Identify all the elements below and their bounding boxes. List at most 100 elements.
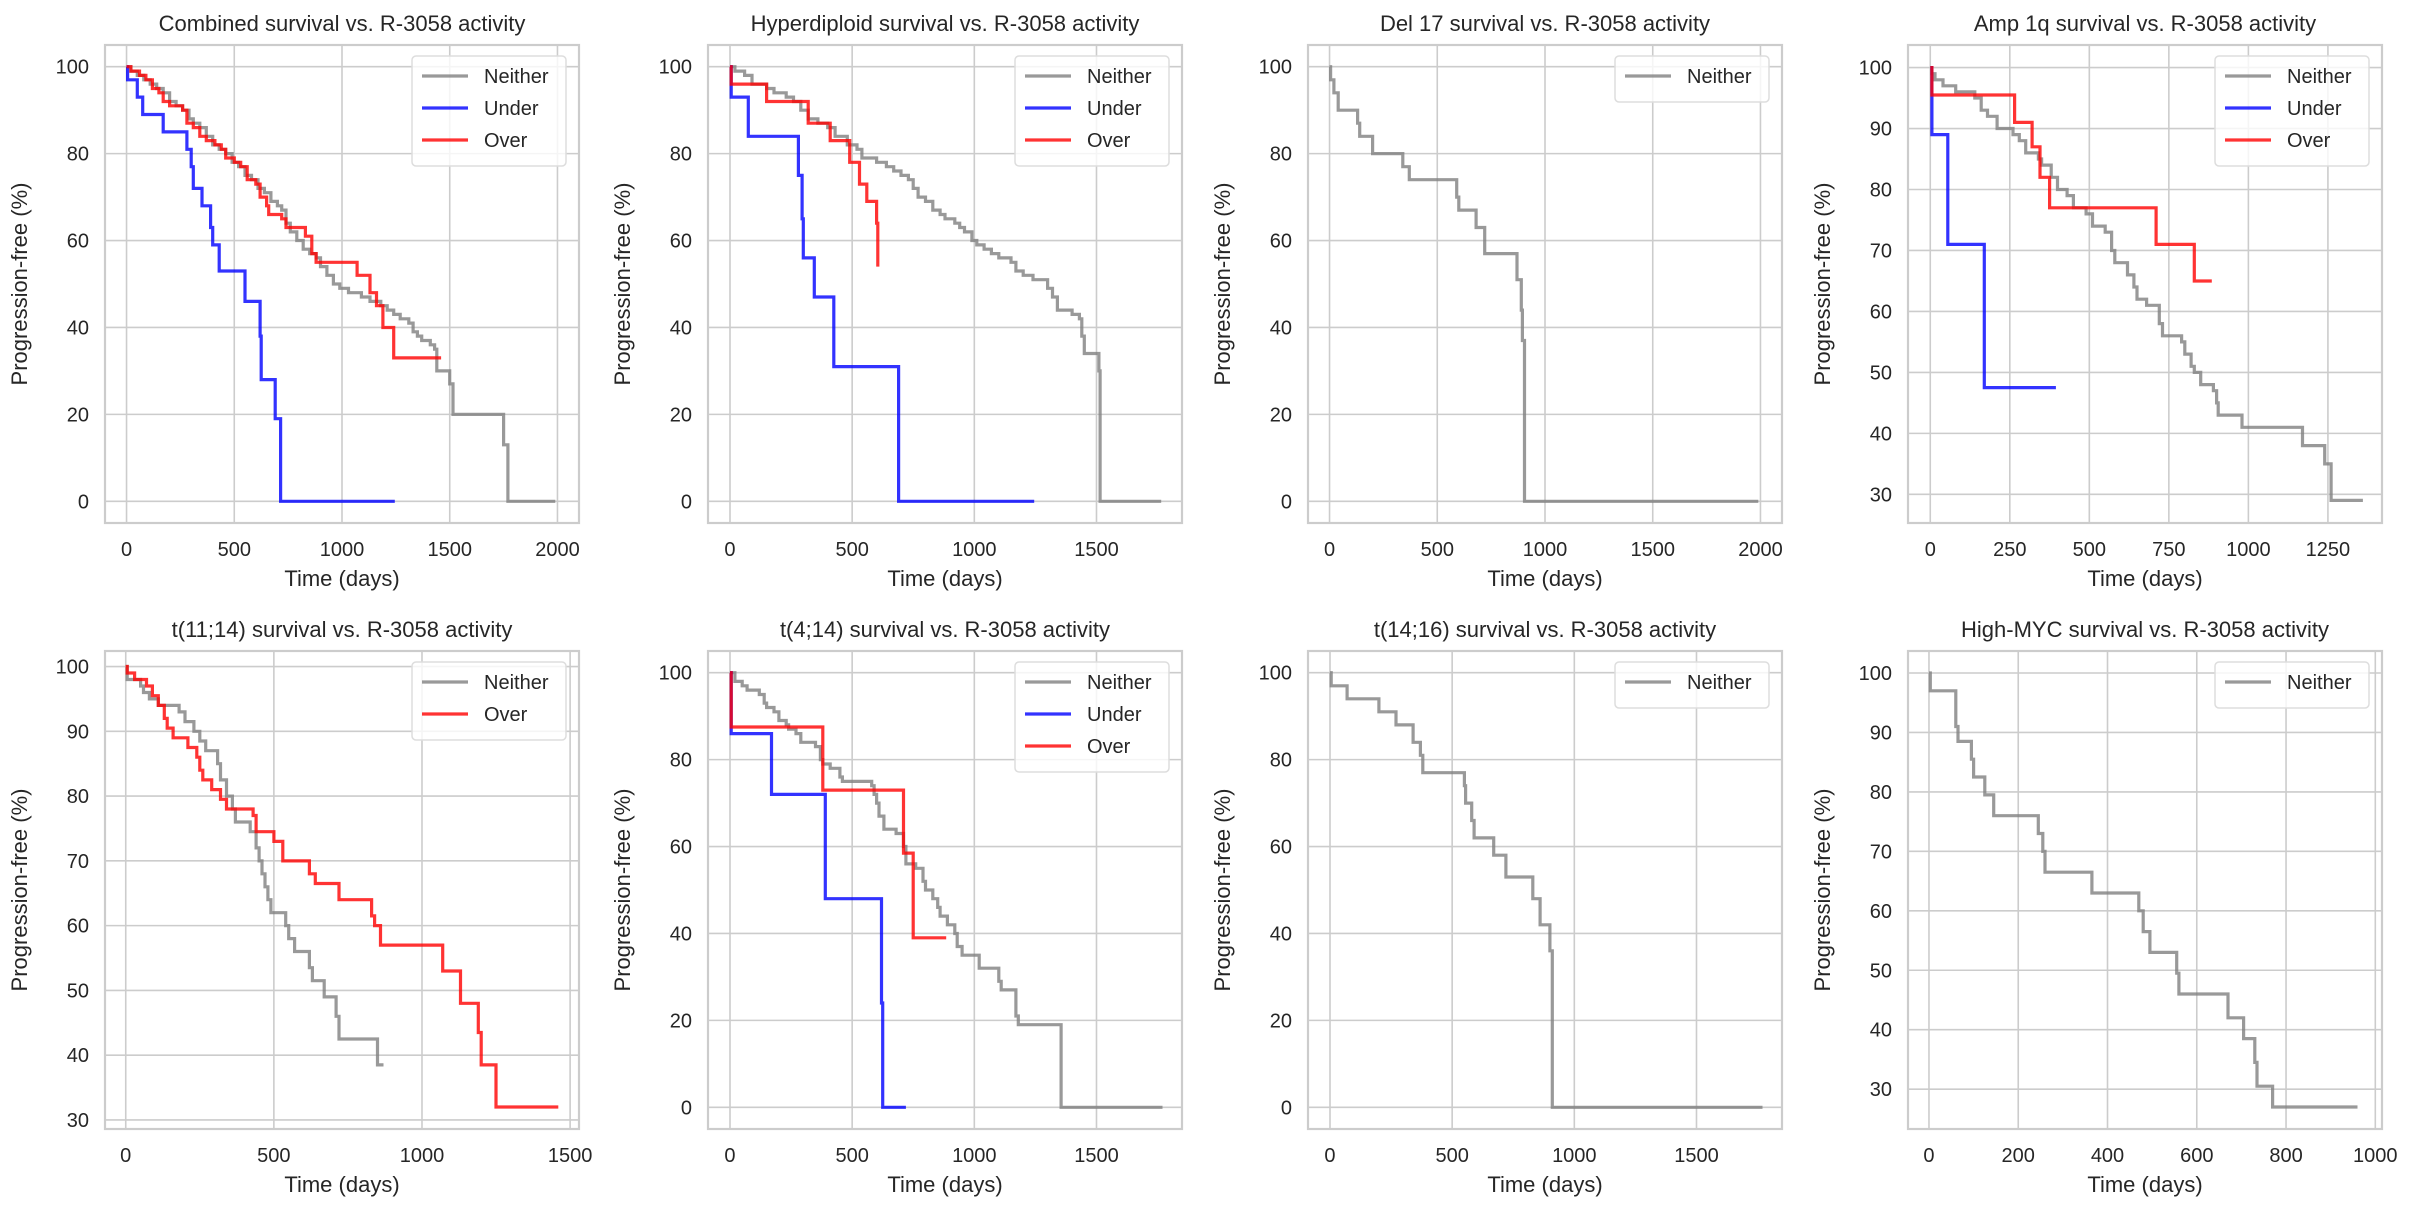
- legend-label: Neither: [484, 66, 549, 88]
- x-tick-label: 1500: [1074, 1145, 1119, 1167]
- y-tick-label: 30: [67, 1110, 89, 1132]
- y-tick-label: 40: [1870, 423, 1892, 445]
- y-tick-label: 30: [1870, 484, 1892, 506]
- x-tick-label: 750: [2152, 539, 2185, 561]
- y-tick-label: 20: [670, 404, 692, 426]
- survival-curve-under: [729, 65, 1035, 503]
- legend-label: Neither: [484, 672, 549, 694]
- y-axis-label: Progression-free (%): [1210, 789, 1235, 992]
- y-tick-label: 70: [67, 851, 89, 873]
- chart-panel: 0 500 1000 1500 0 20 40 60 80 100 t(14;16) surviva…: [1210, 617, 1784, 1197]
- legend-label: Neither: [1087, 672, 1152, 694]
- survival-curve-over: [125, 664, 559, 1109]
- y-tick-label: 20: [1270, 1010, 1292, 1032]
- x-tick-label: 1500: [1674, 1145, 1719, 1167]
- survival-curve-over: [729, 671, 947, 940]
- legend: Neither Under Over: [1014, 55, 1170, 167]
- legend-label: Over: [484, 130, 528, 152]
- legend-label: Over: [1087, 130, 1131, 152]
- y-tick-label: 70: [1870, 240, 1892, 262]
- chart-panel: 0 500 1000 1500 0 20 40 60 80 100 t(4;14) survival…: [610, 617, 1184, 1197]
- x-axis-label: Time (days): [887, 566, 1002, 591]
- survival-curve-neither: [730, 671, 1163, 1109]
- y-tick-label: 100: [56, 57, 89, 79]
- x-tick-label: 500: [1421, 539, 1454, 561]
- y-axis-label: Progression-free (%): [1210, 183, 1235, 386]
- x-axis-label: Time (days): [1487, 1172, 1602, 1197]
- y-axis-label: Progression-free (%): [610, 789, 635, 992]
- legend-label: Neither: [1687, 66, 1752, 88]
- x-tick-label: 1000: [2353, 1145, 2398, 1167]
- y-tick-label: 90: [1870, 119, 1892, 141]
- y-tick-label: 80: [1870, 782, 1892, 804]
- chart-title: Amp 1q survival vs. R-3058 activity: [1974, 11, 2316, 36]
- legend: Neither Over: [411, 661, 567, 741]
- axes-frame: [103, 43, 581, 525]
- legend-label: Neither: [1087, 66, 1152, 88]
- survival-curve-over: [126, 65, 442, 360]
- chart-title: t(11;14) survival vs. R-3058 activity: [172, 617, 513, 642]
- survival-curve-neither: [125, 664, 384, 1067]
- legend-label: Over: [484, 704, 528, 726]
- chart-title: Combined survival vs. R-3058 activity: [159, 11, 526, 36]
- x-axis-label: Time (days): [2087, 566, 2202, 591]
- x-axis-label: Time (days): [284, 566, 399, 591]
- x-tick-label: 250: [1993, 539, 2026, 561]
- x-tick-label: 1500: [427, 539, 472, 561]
- x-tick-label: 500: [2073, 539, 2106, 561]
- y-tick-label: 30: [1870, 1079, 1892, 1101]
- chart-title: t(4;14) survival vs. R-3058 activity: [780, 617, 1110, 642]
- axes-frame: [1906, 649, 2384, 1131]
- y-tick-label: 60: [67, 916, 89, 938]
- y-tick-label: 60: [67, 231, 89, 253]
- x-tick-label: 1500: [1630, 539, 1675, 561]
- legend: Neither Under Over: [2214, 55, 2370, 167]
- y-tick-label: 50: [1870, 960, 1892, 982]
- x-axis-label: Time (days): [2087, 1172, 2202, 1197]
- x-tick-label: 200: [2002, 1145, 2035, 1167]
- legend-label: Over: [1087, 736, 1131, 758]
- y-tick-label: 40: [67, 317, 89, 339]
- x-tick-label: 1500: [1074, 539, 1119, 561]
- y-tick-label: 0: [78, 491, 89, 513]
- x-tick-label: 400: [2091, 1145, 2124, 1167]
- y-tick-label: 100: [56, 657, 89, 679]
- y-tick-label: 80: [1870, 179, 1892, 201]
- legend: Neither: [2214, 661, 2370, 709]
- survival-curve-over: [1930, 66, 2212, 283]
- y-tick-label: 20: [67, 404, 89, 426]
- x-tick-label: 2000: [1738, 539, 1783, 561]
- survival-curve-over: [729, 65, 880, 267]
- y-tick-label: 60: [1870, 901, 1892, 923]
- x-tick-label: 0: [724, 1145, 735, 1167]
- chart-title: Hyperdiploid survival vs. R-3058 activit…: [751, 11, 1140, 36]
- y-tick-label: 40: [1870, 1020, 1892, 1042]
- axes-frame: [1306, 649, 1784, 1131]
- y-tick-label: 0: [1281, 491, 1292, 513]
- legend: Neither: [1614, 661, 1770, 709]
- x-tick-label: 0: [724, 539, 735, 561]
- x-tick-label: 0: [1324, 1145, 1335, 1167]
- y-tick-label: 40: [670, 923, 692, 945]
- y-tick-label: 60: [1270, 837, 1292, 859]
- x-tick-label: 0: [1925, 539, 1936, 561]
- y-tick-label: 40: [670, 317, 692, 339]
- y-tick-label: 100: [1859, 663, 1892, 685]
- y-tick-label: 40: [1270, 317, 1292, 339]
- chart-panel: 0 500 1000 1500 0 20 40 60 80 100 Hyperdiploid sur…: [610, 11, 1184, 591]
- y-tick-label: 0: [1281, 1097, 1292, 1119]
- legend-box: [1614, 661, 1770, 709]
- y-axis-label: Progression-free (%): [7, 789, 32, 992]
- y-tick-label: 50: [1870, 362, 1892, 384]
- x-axis-label: Time (days): [887, 1172, 1002, 1197]
- chart-title: High-MYC survival vs. R-3058 activity: [1961, 617, 2329, 642]
- chart-title: t(14;16) survival vs. R-3058 activity: [1374, 617, 1716, 642]
- legend-label: Under: [484, 98, 539, 120]
- legend-box: [1614, 55, 1770, 103]
- x-tick-label: 500: [835, 1145, 868, 1167]
- axes-frame: [103, 649, 581, 1131]
- legend-label: Neither: [2287, 66, 2352, 88]
- y-tick-label: 60: [1870, 301, 1892, 323]
- x-tick-label: 500: [835, 539, 868, 561]
- x-tick-label: 2000: [535, 539, 580, 561]
